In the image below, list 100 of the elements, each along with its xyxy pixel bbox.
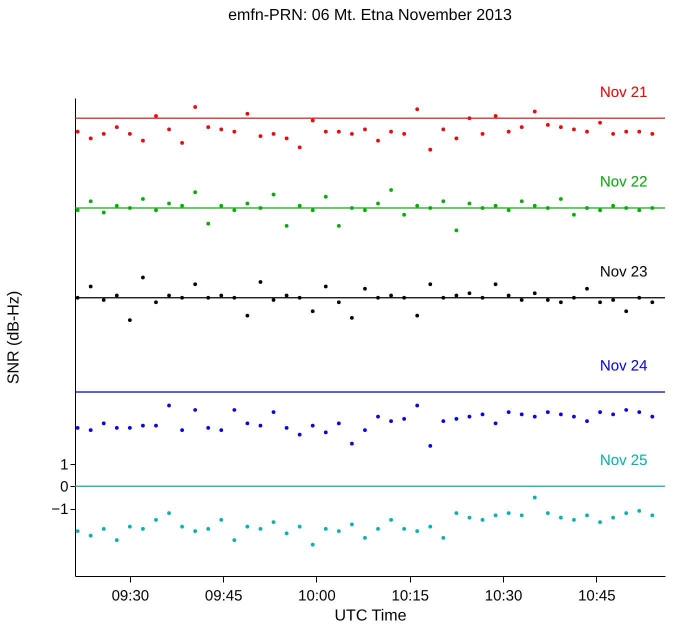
point [180,428,184,432]
point [559,300,563,304]
point [637,509,642,513]
point [572,128,576,132]
point [454,511,458,516]
point [559,516,563,520]
point [572,296,576,300]
point [114,125,119,130]
point [206,222,210,226]
point [468,116,472,120]
point [167,294,171,298]
point [598,208,602,212]
point [559,197,563,201]
point [389,518,393,522]
point [520,514,524,518]
point [363,208,367,212]
point [154,518,158,522]
point [76,529,80,533]
point [598,120,602,125]
point [246,422,250,426]
point [441,199,446,204]
point [128,318,132,322]
point [598,410,602,414]
point [650,206,654,210]
x-tick-label: 10:30 [484,588,522,604]
point [546,511,550,516]
x-tick-label: 10:00 [298,588,336,604]
point [415,529,420,533]
point [637,296,642,300]
point [193,190,198,194]
point [258,527,262,531]
point [141,276,145,280]
point [532,204,537,208]
point [88,284,93,288]
point [532,414,537,419]
point [258,134,262,138]
point [76,130,80,134]
point [128,132,132,136]
point [154,114,158,118]
point [76,296,80,300]
point [284,136,288,140]
point [480,296,484,300]
point [494,204,498,208]
point [336,300,341,304]
point [441,419,446,424]
point [363,536,367,540]
point [258,280,262,284]
point [272,298,276,302]
point [167,404,171,408]
point [310,542,315,546]
point [284,531,288,536]
point [402,296,406,300]
point [284,224,288,228]
point [167,202,171,206]
point [102,298,106,302]
y-axis-title: SNR (dB-Hz) [5,290,22,384]
point [520,412,524,416]
point [141,527,145,531]
point [193,408,198,412]
point [637,130,642,134]
point [532,291,537,296]
point [324,430,328,434]
point [650,414,654,419]
point [546,206,550,210]
point [180,141,184,145]
point [376,296,380,300]
point [415,404,420,408]
point [611,412,615,416]
point [336,422,341,426]
point [350,316,354,320]
point [102,210,106,214]
point [284,294,288,298]
point [415,107,420,112]
point [585,130,589,134]
point [350,132,354,136]
point [180,296,184,300]
point [546,298,550,302]
point [114,538,119,542]
point [468,291,472,296]
point [532,496,537,500]
point [102,527,106,531]
point [650,514,654,518]
point [219,204,224,208]
point [324,527,328,531]
point [167,128,171,132]
point [88,428,93,432]
point [232,296,236,300]
point [193,105,198,109]
point [506,410,511,414]
y-tick-label: −1 [51,501,68,518]
point [102,422,106,426]
point [141,424,145,428]
point [219,428,224,432]
point [624,206,628,210]
point [454,228,458,232]
point [624,408,628,412]
text: Nov 24 [600,358,648,375]
y-tick-label: 1 [60,456,68,474]
point [428,524,432,528]
point [611,298,615,302]
